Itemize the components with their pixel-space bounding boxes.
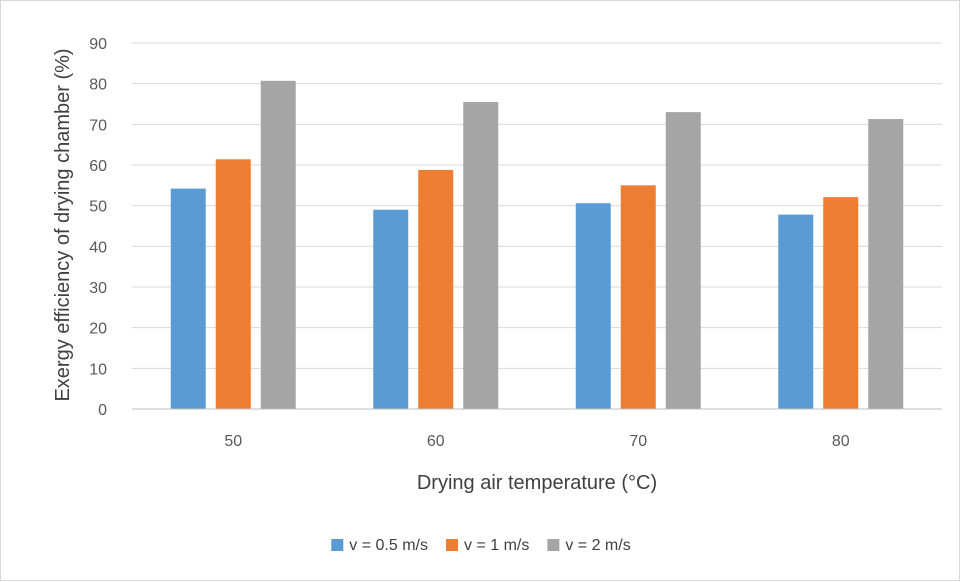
bar bbox=[868, 119, 904, 410]
y-tick-label: 50 bbox=[89, 199, 107, 216]
y-tick-label: 30 bbox=[89, 280, 107, 297]
bar bbox=[778, 214, 814, 409]
bar bbox=[823, 197, 859, 409]
bar bbox=[215, 159, 251, 409]
x-tick-label: 80 bbox=[832, 433, 850, 450]
y-tick-label: 20 bbox=[89, 321, 107, 338]
gridlines bbox=[132, 42, 942, 369]
y-tick-label: 40 bbox=[89, 239, 107, 256]
bar bbox=[620, 185, 656, 409]
axes: 0 10 20 30 40 50 60 70 80 90 50 60 70 80 bbox=[89, 36, 942, 450]
bar bbox=[575, 203, 611, 409]
y-tick-label: 80 bbox=[89, 77, 107, 94]
bar bbox=[260, 80, 296, 409]
legend-swatch bbox=[547, 539, 560, 551]
y-tick-label: 60 bbox=[89, 158, 107, 175]
bar bbox=[418, 169, 454, 409]
bar bbox=[170, 188, 206, 409]
x-axis-title: Drying air temperature (°C) bbox=[417, 472, 657, 494]
y-tick-label: 10 bbox=[89, 361, 107, 378]
legend-label: v = 2 m/s bbox=[565, 537, 630, 554]
legend-swatch bbox=[331, 539, 344, 551]
bars bbox=[170, 80, 904, 410]
x-tick-label: 70 bbox=[629, 433, 647, 450]
legend-label: v = 1 m/s bbox=[464, 537, 529, 554]
bar bbox=[373, 209, 409, 409]
y-axis-title: Exergy efficiency of drying chamber (%) bbox=[52, 48, 74, 401]
legend-label: v = 0.5 m/s bbox=[349, 537, 428, 554]
legend-swatch bbox=[445, 539, 458, 551]
legend: v = 0.5 m/s v = 1 m/s v = 2 m/s bbox=[331, 537, 631, 554]
bar bbox=[463, 101, 499, 409]
bar bbox=[665, 112, 701, 409]
y-tick-label: 90 bbox=[89, 36, 107, 53]
x-tick-label: 50 bbox=[224, 433, 242, 450]
x-tick-label: 60 bbox=[427, 433, 445, 450]
y-tick-label: 70 bbox=[89, 117, 107, 134]
y-tick-label: 0 bbox=[98, 402, 107, 419]
